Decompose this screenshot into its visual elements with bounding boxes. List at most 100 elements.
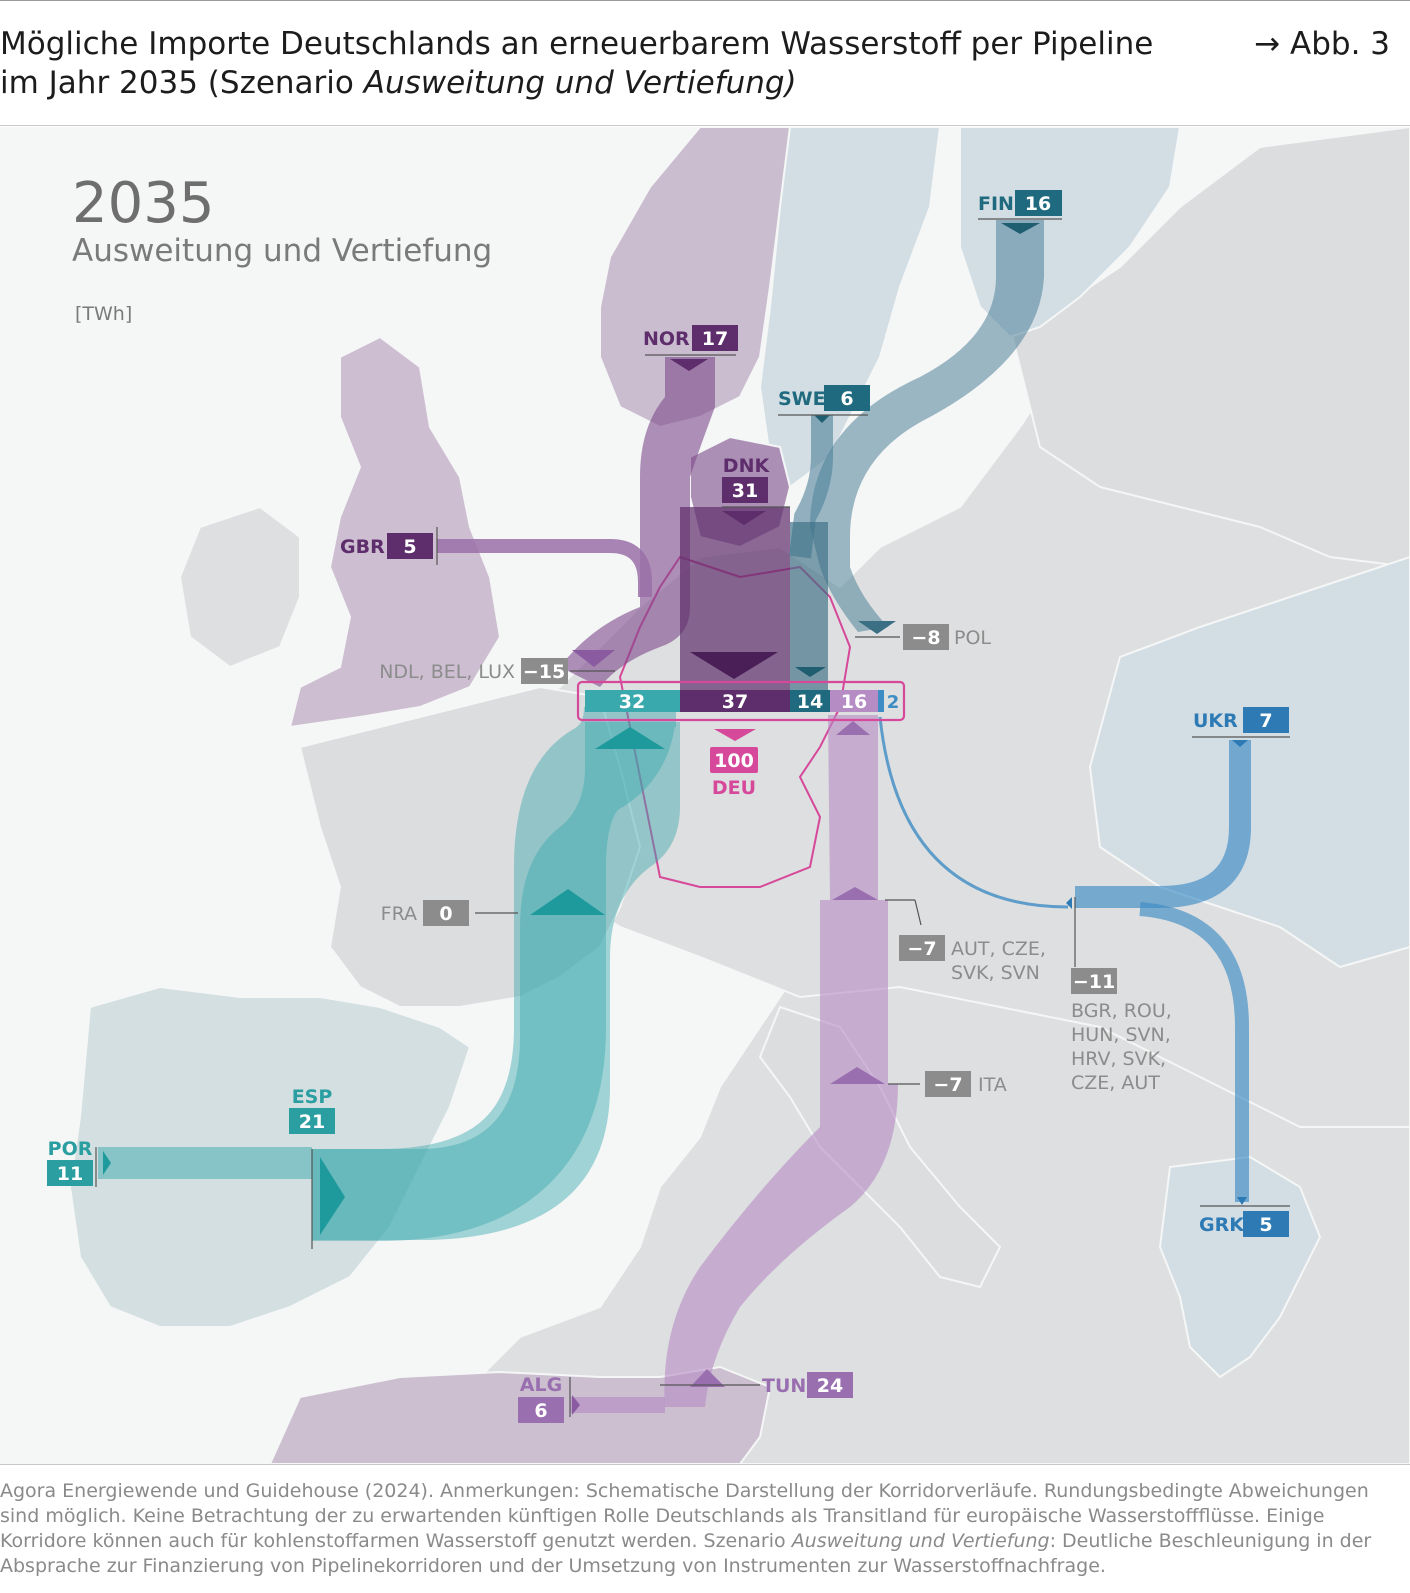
- label-nor-code: NOR: [643, 328, 690, 350]
- label-alg-badge: [518, 1397, 564, 1423]
- germany-bar-label-east: 2: [887, 692, 900, 713]
- flow-arrow-aut: [832, 887, 878, 900]
- flow-arrow-por: [103, 1151, 111, 1175]
- flow-swe-fin-germany: [790, 522, 828, 712]
- flow-arrow-esp: [320, 1157, 345, 1235]
- flow-ukraine: [1075, 740, 1251, 908]
- label-pol-badge: [903, 624, 949, 650]
- unit-label: [TWh]: [75, 303, 133, 325]
- label-fin-code: FIN: [978, 193, 1014, 215]
- ireland-land: [178, 505, 301, 669]
- label-fra-badge: [423, 900, 469, 926]
- germany-total-value: 100: [714, 750, 754, 772]
- title-line-2: im Jahr 2035 (Szenario: [0, 65, 364, 101]
- page-title: Mögliche Importe Deutschlands an erneuer…: [0, 25, 1153, 103]
- label-fra-value: 0: [439, 903, 452, 925]
- germany-import-bar: 32 37 14 16 2 100 DEU: [576, 680, 906, 799]
- footer-line-1: Agora Energiewende und Guidehouse (2024)…: [0, 1480, 1369, 1502]
- footer-line-3-italic: Ausweitung und Vertiefung: [791, 1530, 1050, 1552]
- label-gbr-value: 5: [403, 536, 416, 558]
- label-ita-code: ITA: [978, 1074, 1007, 1096]
- label-ndl-value: −15: [523, 661, 565, 683]
- germany-bar-label-nordic-purple: 37: [722, 691, 748, 713]
- label-ukr-value: 7: [1259, 710, 1272, 732]
- map-area: 32 37 14 16 2 100 DEU NOR 17 FIN 16 SWE …: [0, 127, 1410, 1464]
- label-alg-value: 6: [534, 1400, 547, 1422]
- label-grk-badge: [1243, 1211, 1289, 1237]
- germany-bar-segment-nordic-purple: [680, 690, 790, 712]
- label-bgr-code-1: BGR, ROU,: [1071, 1000, 1172, 1022]
- germany-bar-segment-west: [585, 690, 680, 712]
- label-bgr-badge: [1071, 968, 1117, 994]
- label-ndl-code: NDL, BEL, LUX: [379, 661, 515, 683]
- label-esp-badge: [289, 1108, 335, 1134]
- flow-arrow-tun: [690, 1369, 725, 1387]
- footer-notes: Agora Energiewende und Guidehouse (2024)…: [0, 1464, 1410, 1593]
- flow-east-germany: [878, 716, 1069, 909]
- title-line-2-italic: Ausweitung und Vertiefung): [363, 65, 797, 101]
- norway-land: [599, 127, 792, 429]
- flow-arrow-southeast: [1066, 897, 1072, 909]
- flow-arrow-grk: [1237, 1197, 1247, 1205]
- label-por-code: POR: [48, 1138, 93, 1160]
- germany-bar-label-south: 16: [841, 691, 867, 713]
- label-tun-value: 24: [817, 1375, 843, 1397]
- flow-arrow-nor: [670, 359, 708, 371]
- footer-line-3-tail: : Deutliche Beschleunigung in der: [1049, 1530, 1372, 1552]
- label-bgr-code-2: HUN, SVN,: [1071, 1024, 1171, 1046]
- uk-land: [288, 335, 502, 729]
- label-aut-value: −7: [907, 938, 936, 960]
- label-ukr-badge: [1243, 707, 1289, 733]
- label-bgr-code-4: CZE, AUT: [1071, 1072, 1160, 1094]
- label-gbr-code: GBR: [340, 536, 385, 558]
- label-grk-value: 5: [1259, 1214, 1272, 1236]
- year-label: 2035: [72, 171, 215, 236]
- leader-lines: [95, 218, 1290, 1417]
- flow-arrow-ita: [830, 1067, 885, 1084]
- label-dnk-badge: [722, 477, 768, 503]
- flow-west-upper: [312, 722, 680, 1240]
- flow-arrow-deu-west: [595, 727, 665, 749]
- flow-greece: [1139, 902, 1249, 1202]
- flow-arrow-deu-nordic: [795, 667, 826, 677]
- germany-bar-label-nordic-blue: 14: [797, 691, 823, 713]
- label-fin-badge: [1015, 190, 1062, 216]
- germany-bar-segment-south: [830, 690, 878, 712]
- germany-bar-segment-nordic-blue: [790, 690, 830, 712]
- flow-arrow-deu-south: [836, 721, 870, 735]
- germany-bar-label-west: 32: [619, 691, 645, 713]
- label-tun-code: TUN: [762, 1375, 806, 1397]
- label-ndl-badge: [521, 658, 568, 684]
- label-fra-code: FRA: [381, 903, 417, 925]
- label-aut-badge: [899, 935, 945, 961]
- label-gbr-badge: [387, 533, 433, 559]
- flow-arrow-deu-north: [690, 652, 778, 679]
- label-por-value: 11: [57, 1163, 83, 1185]
- label-dnk-value: 31: [732, 480, 758, 502]
- flow-arrow-fin: [1001, 223, 1040, 234]
- flow-arrow-ndl: [572, 650, 615, 667]
- label-fin-value: 16: [1025, 193, 1051, 215]
- footer-line-3: Korridore können auch für kohlenstoffarm…: [0, 1529, 1410, 1554]
- flow-arrow-fra: [530, 889, 605, 915]
- flow-arrow-swe: [814, 415, 830, 423]
- label-bgr-code-3: HRV, SVK,: [1071, 1048, 1166, 1070]
- flow-west-iberia: [312, 705, 676, 1241]
- scenario-label: Ausweitung und Vertiefung: [72, 233, 493, 269]
- germany-outline: [618, 555, 852, 888]
- germany-bar-segment-east: [878, 690, 884, 712]
- label-pol-code: POL: [954, 627, 991, 649]
- figure-reference: → Abb. 3: [1254, 26, 1390, 62]
- germany-code: DEU: [712, 777, 756, 799]
- flow-south-italy: [664, 715, 898, 1407]
- label-swe-value: 6: [840, 388, 853, 410]
- germany-bar-frame: [576, 680, 906, 722]
- label-alg-code: ALG: [520, 1374, 562, 1396]
- map-svg: 32 37 14 16 2 100 DEU NOR 17 FIN 16 SWE …: [47, 127, 1410, 1464]
- flow-portugal-segment: [98, 1147, 312, 1179]
- france-land: [298, 685, 642, 1008]
- footer-line-4: Absprache zur Finanzierung von Pipelinek…: [0, 1555, 1106, 1577]
- footer-line-2: sind möglich. Keine Betrachtung der zu e…: [0, 1505, 1325, 1527]
- label-por-badge: [47, 1160, 93, 1186]
- label-ita-value: −7: [933, 1074, 962, 1096]
